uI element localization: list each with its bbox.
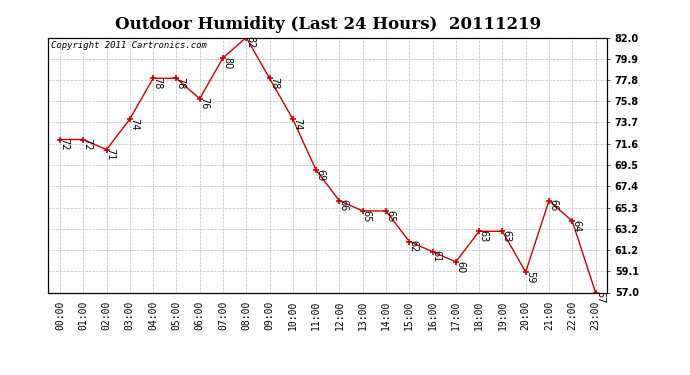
Text: 63: 63 [478, 230, 489, 242]
Text: 65: 65 [362, 210, 372, 222]
Text: 59: 59 [525, 271, 535, 283]
Text: 74: 74 [292, 118, 302, 130]
Text: 63: 63 [502, 230, 511, 242]
Text: 78: 78 [152, 77, 162, 89]
Text: 82: 82 [246, 36, 255, 48]
Text: 64: 64 [571, 220, 582, 232]
Text: 61: 61 [432, 250, 442, 262]
Text: 62: 62 [408, 240, 418, 252]
Text: Copyright 2011 Cartronics.com: Copyright 2011 Cartronics.com [51, 41, 207, 50]
Text: 69: 69 [315, 169, 325, 181]
Text: 72: 72 [82, 138, 92, 151]
Text: 78: 78 [175, 77, 186, 89]
Text: 72: 72 [59, 138, 69, 151]
Text: 60: 60 [455, 261, 465, 273]
Text: 66: 66 [339, 199, 348, 211]
Text: 71: 71 [106, 148, 116, 160]
Text: 65: 65 [385, 210, 395, 222]
Text: 57: 57 [595, 291, 604, 304]
Text: 66: 66 [548, 199, 558, 211]
Text: 78: 78 [268, 77, 279, 89]
Text: 76: 76 [199, 97, 209, 109]
Text: 80: 80 [222, 57, 232, 69]
Text: 74: 74 [129, 118, 139, 130]
Title: Outdoor Humidity (Last 24 Hours)  20111219: Outdoor Humidity (Last 24 Hours) 2011121… [115, 16, 541, 33]
